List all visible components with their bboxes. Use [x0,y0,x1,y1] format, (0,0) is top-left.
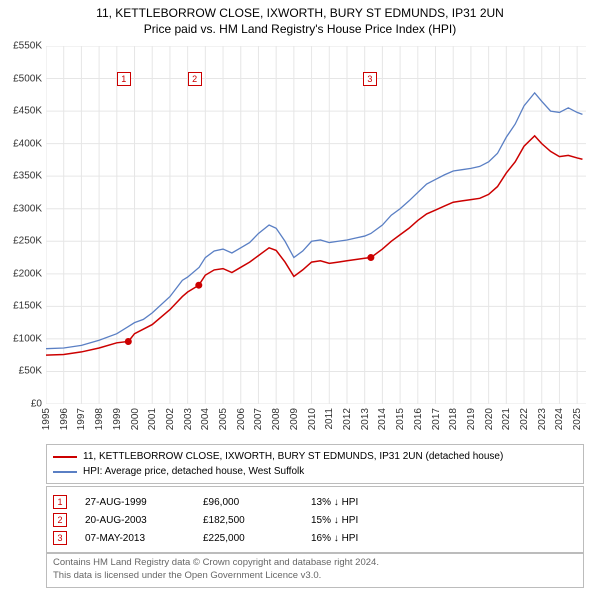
event-price: £96,000 [203,497,293,508]
legend-label: HPI: Average price, detached house, West… [83,464,304,479]
event-date: 20-AUG-2003 [85,515,185,526]
y-tick-label: £400K [13,138,42,149]
price-chart [46,46,586,404]
x-tick-label: 2019 [466,408,477,430]
x-tick-label: 2003 [183,408,194,430]
x-tick-label: 2025 [572,408,583,430]
events-table: 1 27-AUG-1999 £96,000 13% ↓ HPI 2 20-AUG-2003… [46,486,584,554]
chart-marker-2: 2 [188,72,202,86]
y-tick-label: £150K [13,301,42,312]
y-tick-label: £300K [13,203,42,214]
chart-marker-3: 3 [363,72,377,86]
x-tick-label: 1996 [59,408,70,430]
footer-attribution: Contains HM Land Registry data © Crown c… [46,552,584,588]
y-tick-label: £200K [13,268,42,279]
x-tick-label: 2009 [289,408,300,430]
event-row: 3 07-MAY-2013 £225,000 16% ↓ HPI [53,529,577,547]
event-row: 2 20-AUG-2003 £182,500 15% ↓ HPI [53,511,577,529]
event-marker: 2 [53,513,67,527]
x-tick-label: 2007 [253,408,264,430]
event-marker: 3 [53,531,67,545]
event-delta: 13% ↓ HPI [311,497,358,508]
x-tick-label: 2010 [307,408,318,430]
x-tick-label: 2012 [342,408,353,430]
x-tick-label: 2017 [431,408,442,430]
x-tick-label: 2001 [147,408,158,430]
y-tick-label: £450K [13,106,42,117]
x-tick-label: 2000 [130,408,141,430]
chart-title-line1: 11, KETTLEBORROW CLOSE, IXWORTH, BURY ST… [0,0,600,22]
chart-title-line2: Price paid vs. HM Land Registry's House … [0,22,600,36]
chart-marker-1: 1 [117,72,131,86]
x-tick-label: 2024 [554,408,565,430]
y-tick-label: £550K [13,41,42,52]
x-tick-label: 1998 [94,408,105,430]
x-tick-label: 2018 [448,408,459,430]
legend-item-property: 11, KETTLEBORROW CLOSE, IXWORTH, BURY ST… [53,449,577,464]
y-tick-label: £500K [13,73,42,84]
footer-line1: Contains HM Land Registry data © Crown c… [53,557,577,570]
x-tick-label: 2015 [395,408,406,430]
x-tick-label: 2022 [519,408,530,430]
x-tick-label: 2011 [324,408,335,430]
x-tick-label: 2013 [360,408,371,430]
x-tick-label: 2002 [165,408,176,430]
event-price: £182,500 [203,515,293,526]
event-delta: 15% ↓ HPI [311,515,358,526]
event-price: £225,000 [203,533,293,544]
x-tick-label: 2005 [218,408,229,430]
event-row: 1 27-AUG-1999 £96,000 13% ↓ HPI [53,493,577,511]
y-tick-label: £100K [13,333,42,344]
x-tick-label: 2020 [484,408,495,430]
legend-label: 11, KETTLEBORROW CLOSE, IXWORTH, BURY ST… [83,449,503,464]
event-date: 27-AUG-1999 [85,497,185,508]
legend-item-hpi: HPI: Average price, detached house, West… [53,464,577,479]
y-tick-label: £250K [13,236,42,247]
x-tick-label: 1997 [76,408,87,430]
x-tick-label: 2006 [236,408,247,430]
x-tick-label: 2023 [537,408,548,430]
footer-line2: This data is licensed under the Open Gov… [53,570,577,583]
x-tick-label: 2004 [200,408,211,430]
x-tick-label: 2014 [377,408,388,430]
legend-swatch [53,471,77,473]
event-date: 07-MAY-2013 [85,533,185,544]
y-tick-label: £350K [13,171,42,182]
x-tick-label: 2021 [501,408,512,430]
legend-swatch [53,456,77,458]
event-marker: 1 [53,495,67,509]
x-tick-label: 1995 [41,408,52,430]
y-tick-label: £50K [19,366,42,377]
x-tick-label: 2008 [271,408,282,430]
event-delta: 16% ↓ HPI [311,533,358,544]
x-tick-label: 1999 [112,408,123,430]
legend: 11, KETTLEBORROW CLOSE, IXWORTH, BURY ST… [46,444,584,484]
x-tick-label: 2016 [413,408,424,430]
